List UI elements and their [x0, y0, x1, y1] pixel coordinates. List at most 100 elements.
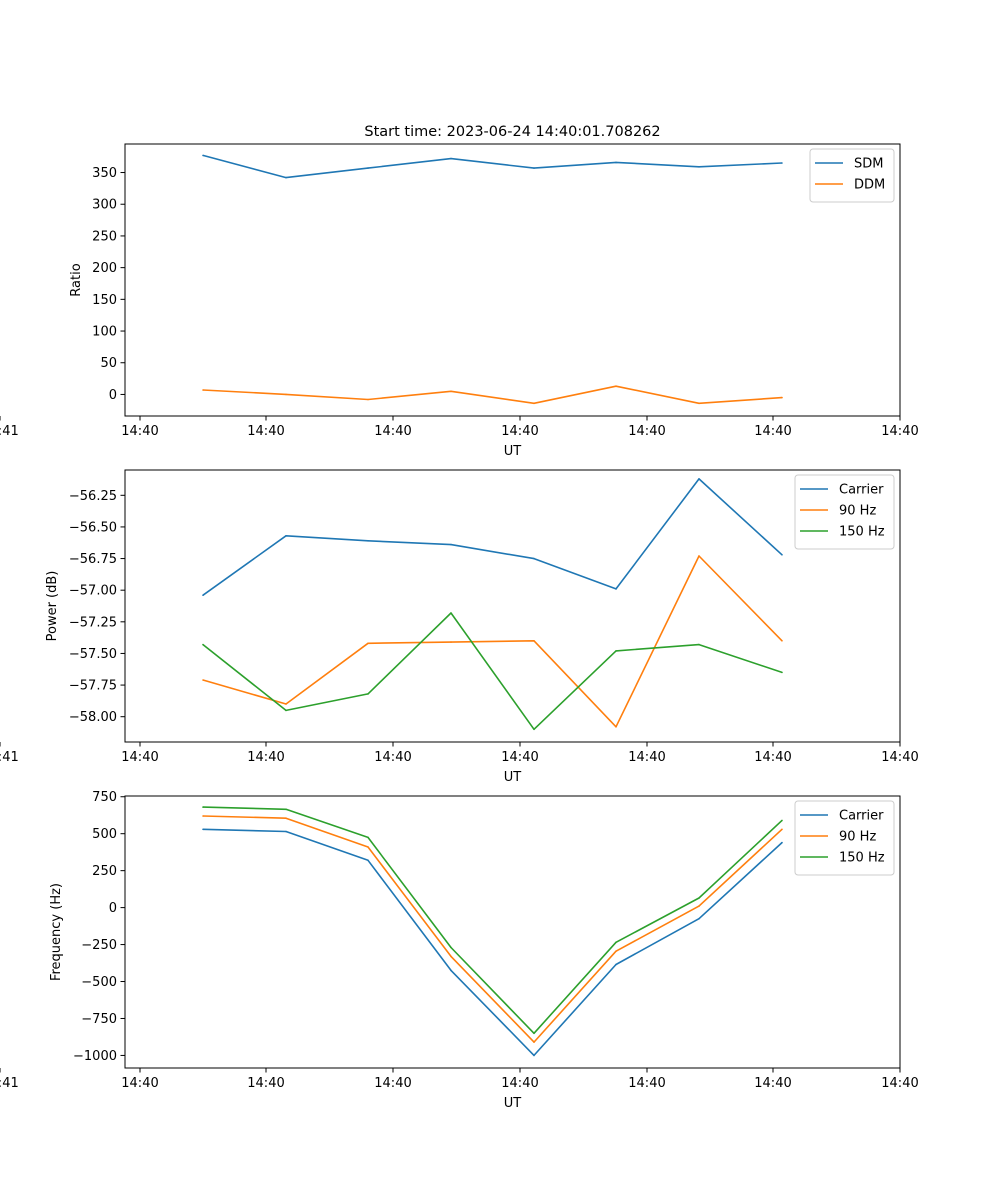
data-point	[781, 841, 783, 844]
legend-label: Carrier	[839, 483, 884, 498]
data-point	[781, 828, 783, 831]
data-point	[781, 554, 783, 556]
legend: SDM DDM	[809, 148, 895, 203]
y-tick-label: 750	[92, 790, 117, 805]
y-tick-label: −57.25	[69, 615, 117, 630]
x-tick-label: 14:40	[501, 750, 538, 765]
y-tick-label: 300	[92, 198, 117, 213]
x-tick-label: 14:40	[628, 424, 665, 439]
data-point	[533, 167, 535, 169]
y-tick-label: 50	[100, 356, 117, 371]
data-point	[615, 726, 617, 728]
y-tick-label: −750	[81, 1012, 117, 1027]
data-point	[450, 641, 452, 643]
series-line-90-hz	[202, 555, 783, 728]
axes-frame	[124, 143, 901, 417]
series-line-ddm	[202, 385, 783, 405]
y-tick-label: 350	[92, 166, 117, 181]
data-point	[533, 557, 535, 560]
x-tick-label: 14:40	[754, 424, 791, 439]
data-point	[533, 640, 535, 642]
legend: Carrier 90 Hz 150 Hz	[794, 800, 895, 876]
data-point	[450, 612, 452, 614]
y-tick-label: 250	[92, 229, 117, 244]
data-point	[285, 535, 287, 537]
data-point	[367, 398, 369, 401]
y-tick-label: −500	[81, 975, 117, 990]
data-point	[202, 594, 204, 596]
y-tick-label: −57.50	[69, 647, 117, 662]
figure-title: Start time: 2023-06-24 14:40:01.708262	[364, 124, 660, 140]
x-tick-label: 14:40	[121, 750, 158, 765]
data-point	[285, 176, 287, 179]
data-point	[615, 161, 617, 164]
legend: Carrier 90 Hz 150 Hz	[794, 474, 895, 550]
data-point	[367, 642, 369, 645]
x-tick-label: 14:40	[754, 1076, 791, 1091]
data-point	[202, 815, 204, 817]
x-tick-label: 14:41	[0, 424, 19, 439]
data-point	[285, 830, 287, 833]
data-point	[285, 703, 287, 705]
x-tick-label: 14:40	[247, 750, 284, 765]
data-point	[367, 167, 369, 169]
data-point	[698, 555, 700, 557]
axes-frame	[124, 469, 901, 743]
x-tick-label: 14:40	[628, 1076, 665, 1091]
data-point	[202, 389, 204, 391]
data-point	[450, 157, 452, 160]
data-point	[698, 905, 700, 907]
y-axis-label: Power (dB)	[45, 571, 60, 642]
data-point	[781, 671, 783, 674]
x-tick-label: 14:40	[881, 424, 918, 439]
data-point	[367, 693, 369, 695]
y-tick-label: −57.00	[69, 584, 117, 599]
subplot-2: 14:40 14:40 14:40 14:40 14:40 14:40 14:40 14:41…	[0, 469, 919, 785]
data-point	[698, 166, 700, 168]
subplot-3: 14:40 14:40 14:40 14:40 14:40 14:40 14:40 14:41…	[0, 790, 919, 1111]
y-tick-label: −1000	[73, 1049, 117, 1064]
subplot-1: 14:40 14:40 14:40 14:40 14:40 14:40 14:40 14:41…	[0, 143, 919, 459]
y-axis-label: Frequency (Hz)	[49, 883, 64, 981]
data-point	[698, 643, 700, 646]
x-tick-label: 14:40	[374, 750, 411, 765]
data-point	[533, 1041, 535, 1043]
data-point	[202, 643, 204, 646]
y-tick-label: 0	[109, 901, 117, 916]
legend-label: 90 Hz	[839, 504, 876, 519]
x-tick-label: 14:40	[121, 424, 158, 439]
x-tick-label: 14:40	[501, 424, 538, 439]
data-point	[533, 728, 535, 731]
data-point	[202, 806, 204, 808]
series-line-carrier	[202, 478, 783, 596]
data-point	[615, 588, 617, 590]
data-point	[202, 154, 204, 157]
series-line-90-hz	[202, 815, 783, 1043]
data-point	[781, 819, 783, 822]
legend-label: SDM	[854, 157, 883, 172]
data-point	[285, 817, 287, 819]
data-point	[367, 540, 369, 542]
data-point	[533, 1032, 535, 1035]
y-tick-label: −56.50	[69, 520, 117, 535]
y-tick-label: 500	[92, 827, 117, 842]
y-tick-label: 200	[92, 261, 117, 276]
y-tick-label: −250	[81, 938, 117, 953]
plots: 14:40 14:40 14:40 14:40 14:40 14:40 14:40 14:41…	[0, 143, 919, 1111]
y-tick-label: −58.00	[69, 710, 117, 725]
data-point	[285, 393, 287, 396]
axes-frame	[124, 795, 901, 1069]
y-axis-label: Ratio	[69, 263, 84, 296]
legend-label: 150 Hz	[839, 525, 885, 540]
data-point	[615, 941, 617, 944]
x-axis-label: UT	[504, 1096, 522, 1111]
data-point	[367, 846, 369, 848]
x-tick-label: 14:40	[247, 424, 284, 439]
x-tick-label: 14:40	[754, 750, 791, 765]
y-tick-label: 0	[109, 388, 117, 403]
y-tick-label: 100	[92, 325, 117, 340]
data-point	[285, 808, 287, 811]
data-point	[615, 650, 617, 652]
x-tick-label: 14:41	[0, 750, 19, 765]
series-line-150-hz	[202, 612, 783, 731]
